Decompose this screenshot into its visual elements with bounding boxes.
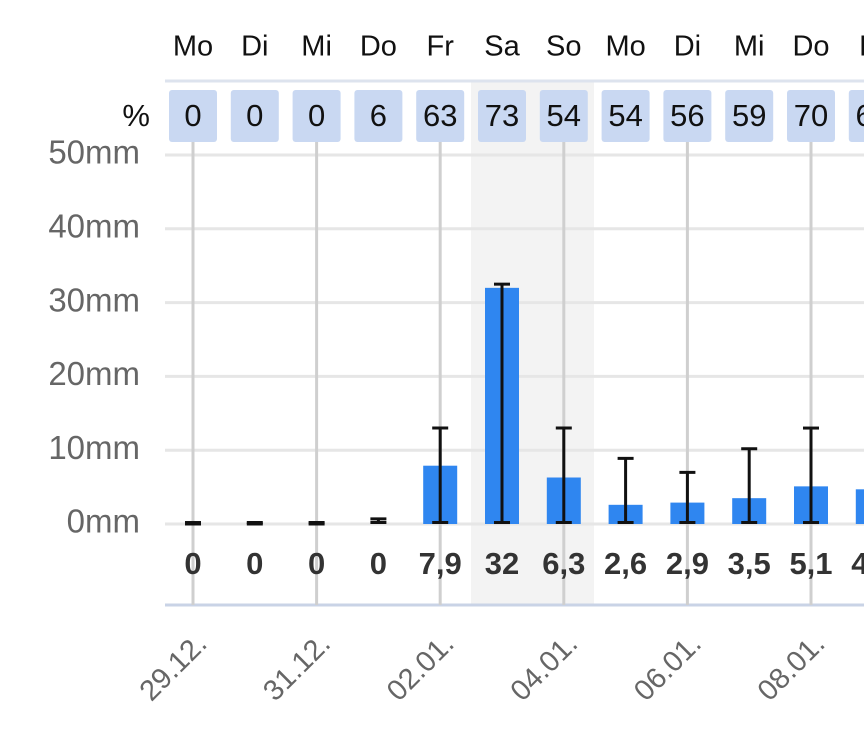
- day-label: Di: [241, 31, 268, 63]
- day-label: Mi: [301, 31, 332, 63]
- value-label: 5,1: [789, 546, 832, 581]
- y-tick-label: 40mm: [48, 208, 140, 245]
- bar: [855, 489, 864, 524]
- probability-box: [354, 90, 403, 142]
- value-label: 0: [246, 546, 263, 581]
- probability-label: 6: [370, 98, 387, 133]
- probability-box: [848, 90, 864, 142]
- day-label: Di: [674, 31, 701, 63]
- probability-box: [169, 90, 217, 142]
- y-tick-label: 50mm: [48, 134, 140, 171]
- probability-label: 54: [547, 98, 581, 133]
- probability-box: [230, 90, 279, 142]
- value-label: 2,6: [604, 546, 647, 581]
- probability-box: [539, 90, 588, 142]
- probability-unit: %: [122, 98, 150, 133]
- date-label: 02.01.: [381, 628, 461, 708]
- probability-label: 0: [246, 98, 263, 133]
- day-label: Mi: [734, 31, 765, 63]
- probability-label: 0: [308, 98, 325, 133]
- probability-box: [663, 90, 712, 142]
- y-tick-label: 30mm: [48, 281, 140, 318]
- value-label: 6,3: [542, 546, 585, 581]
- probability-box: [292, 90, 341, 142]
- y-tick-label: 10mm: [48, 429, 140, 466]
- day-label: Sa: [484, 31, 520, 63]
- probability-label: 65: [856, 98, 864, 133]
- value-label: 3,5: [728, 546, 771, 581]
- value-label: 4,7: [851, 546, 864, 581]
- probability-label: 59: [732, 98, 766, 133]
- date-label: 04.01.: [505, 628, 585, 708]
- value-label: 7,9: [419, 546, 462, 581]
- y-tick-label: 0mm: [67, 503, 140, 540]
- day-label: Fr: [859, 31, 864, 63]
- date-label: 29.12.: [134, 628, 214, 708]
- probability-box: [725, 90, 774, 142]
- day-label: Do: [792, 31, 829, 63]
- day-label: Mo: [605, 31, 645, 63]
- value-label: 2,9: [666, 546, 709, 581]
- y-tick-label: 20mm: [48, 355, 140, 392]
- value-label: 0: [370, 546, 387, 581]
- probability-box: [787, 90, 835, 142]
- day-label: Fr: [427, 31, 455, 63]
- day-label: Mo: [173, 31, 213, 63]
- probability-label: 54: [608, 98, 642, 133]
- probability-label: 73: [485, 98, 519, 133]
- probability-box: [416, 90, 465, 142]
- value-label: 0: [308, 546, 325, 581]
- date-label: 08.01.: [752, 628, 832, 708]
- day-label: So: [546, 31, 581, 63]
- date-label: 31.12.: [257, 628, 337, 708]
- probability-label: 56: [670, 98, 704, 133]
- probability-label: 63: [423, 98, 457, 133]
- probability-box: [478, 90, 526, 142]
- value-label: 0: [184, 546, 201, 581]
- value-label: 32: [485, 546, 519, 581]
- date-label: 06.01.: [628, 628, 708, 708]
- probability-box: [601, 90, 650, 142]
- day-label: Do: [360, 31, 397, 63]
- probability-label: 70: [794, 98, 828, 133]
- probability-label: 0: [184, 98, 201, 133]
